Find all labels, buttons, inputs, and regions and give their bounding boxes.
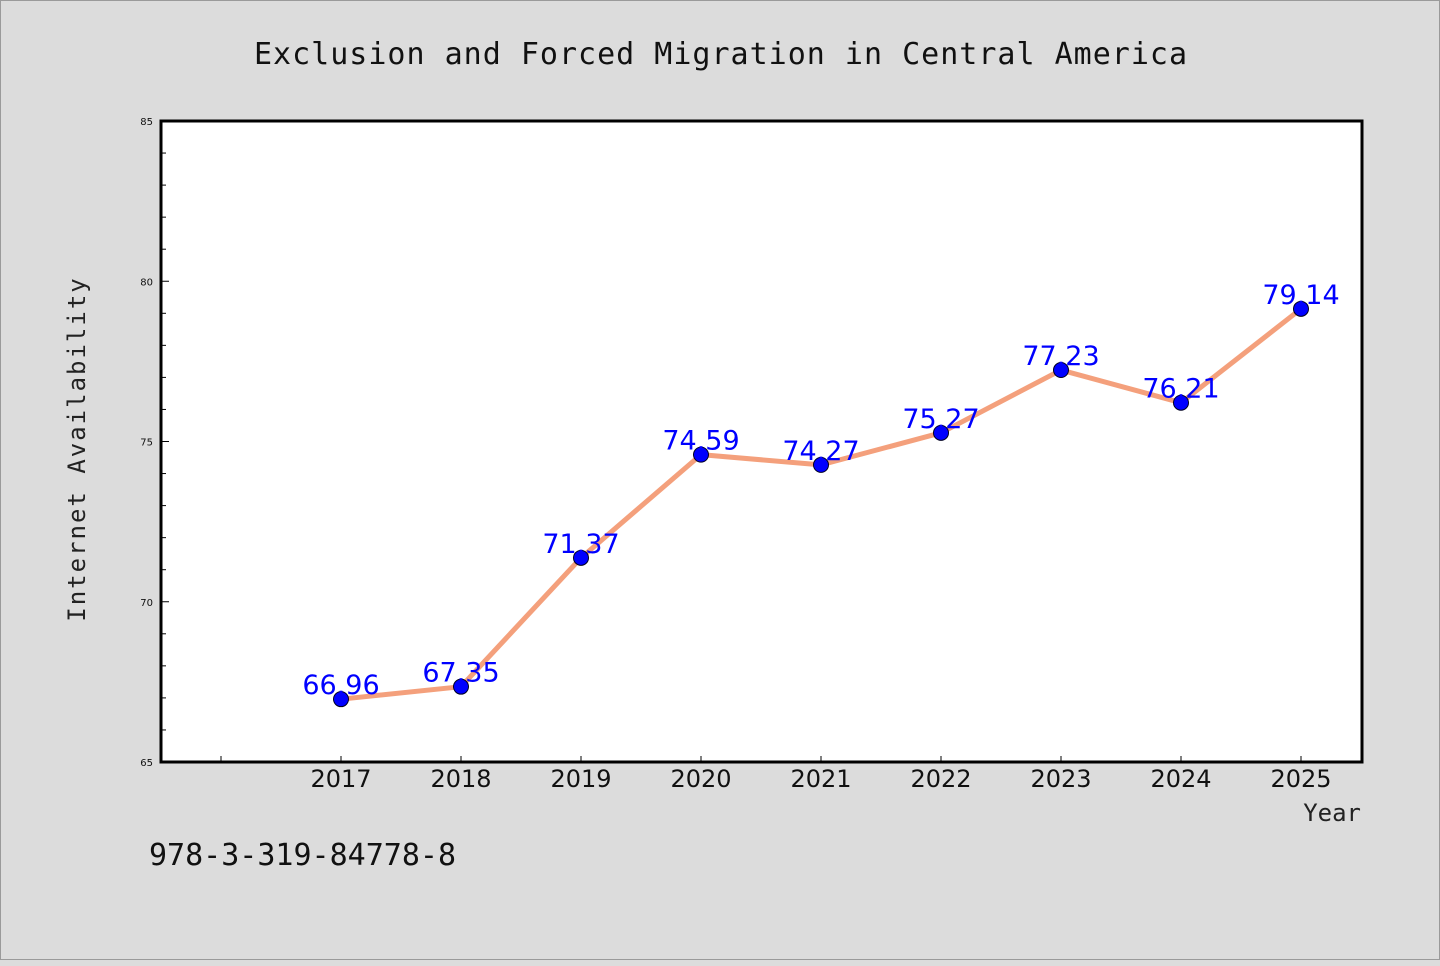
footnote-isbn: 978-3-319-84778-8 xyxy=(149,838,456,873)
y-axis: 65 70 75 80 85 xyxy=(140,117,169,769)
series-group: 66.96 67.35 71.37 74.59 74.27 75.27 77.23 76.21… xyxy=(302,280,1340,708)
data-label: 76.21 xyxy=(1142,374,1219,405)
data-point xyxy=(1173,394,1189,411)
y-tick-label: 75 xyxy=(140,438,153,449)
x-tick-label: 2017 xyxy=(310,765,371,793)
data-label: 71.37 xyxy=(542,529,619,560)
data-point xyxy=(1053,362,1069,379)
data-point xyxy=(573,549,589,566)
y-tick-label: 65 xyxy=(140,758,153,769)
x-axis: 2017 2018 2019 2020 2021 2022 2023 2024 2025 xyxy=(220,756,1332,793)
data-label: 74.27 xyxy=(782,436,859,467)
x-tick-label: 2024 xyxy=(1150,765,1211,793)
data-label: 75.27 xyxy=(902,404,979,435)
data-label: 67.35 xyxy=(422,658,499,689)
x-tick-label: 2020 xyxy=(670,765,731,793)
x-tick-label: 2019 xyxy=(550,765,611,793)
data-label: 79.14 xyxy=(1262,280,1339,311)
x-tick-label: 2021 xyxy=(790,765,851,793)
x-tick-label: 2023 xyxy=(1030,765,1091,793)
y-tick-label: 80 xyxy=(140,277,153,288)
x-axis-label: Year xyxy=(1303,799,1361,827)
data-label: 77.23 xyxy=(1022,341,1099,372)
data-point xyxy=(933,424,949,441)
data-label: 66.96 xyxy=(302,670,379,701)
plot-area xyxy=(159,119,1364,764)
x-tick-label: 2025 xyxy=(1270,765,1331,793)
chart-title: Exclusion and Forced Migration in Centra… xyxy=(254,37,1188,72)
data-point xyxy=(693,446,709,463)
data-point xyxy=(813,456,829,473)
data-point xyxy=(1293,300,1309,317)
data-label: 74.59 xyxy=(662,426,739,457)
y-tick-label: 70 xyxy=(140,598,153,609)
x-tick-label: 2022 xyxy=(910,765,971,793)
data-point xyxy=(453,678,469,695)
y-axis-label: Internet Availability xyxy=(63,276,91,621)
data-point xyxy=(333,691,349,708)
x-tick-label: 2018 xyxy=(430,765,491,793)
y-tick-label: 85 xyxy=(140,117,153,128)
